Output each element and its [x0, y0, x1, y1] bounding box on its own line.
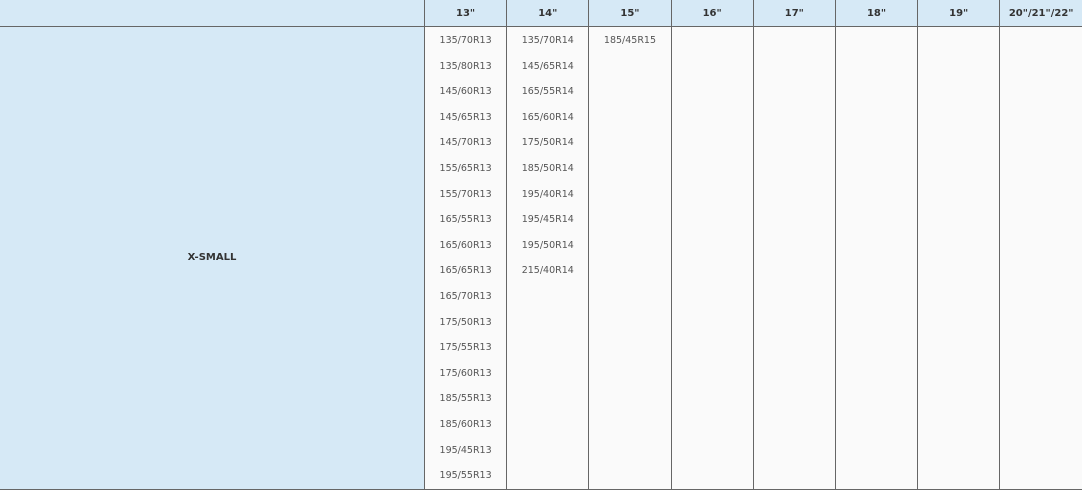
tire-size: 195/50R14: [521, 239, 574, 251]
tire-size: 185/45R15: [603, 35, 657, 46]
tire-size: 165/55R14: [521, 86, 574, 98]
tire-size: 175/50R14: [521, 137, 574, 149]
tire-size: 135/70R14: [521, 35, 574, 46]
tire-size: 175/55R13: [439, 342, 492, 354]
tire-size: 135/70R13: [439, 35, 492, 46]
tire-size: 145/70R13: [439, 137, 492, 149]
column-header: 17": [752, 0, 836, 27]
tire-size: 165/65R13: [439, 265, 492, 277]
column-header: 15": [588, 0, 672, 27]
tire-size: 165/60R13: [439, 239, 492, 251]
tire-size: 165/55R13: [439, 214, 492, 226]
column-header: 18": [834, 0, 918, 27]
size-column-cell: 135/70R14 145/65R14 165/55R14 165/60R14 175/…: [506, 26, 589, 490]
tire-size: 175/50R13: [439, 316, 492, 328]
tire-size: 135/80R13: [439, 60, 492, 72]
tire-size: 145/65R14: [521, 60, 574, 72]
column-header: [0, 0, 425, 27]
size-column-cell: [999, 26, 1082, 490]
column-header: 14": [506, 0, 589, 27]
size-column-cell: [834, 26, 918, 490]
tire-size: 185/50R14: [521, 162, 574, 174]
tire-size: 175/60R13: [439, 367, 492, 379]
tire-size: 195/45R14: [521, 214, 574, 226]
tire-size: 165/60R14: [521, 111, 574, 123]
tire-size: 195/45R13: [439, 444, 492, 456]
tire-size: 185/55R13: [439, 393, 492, 405]
tire-size: 155/65R13: [439, 162, 492, 174]
tire-size: 145/65R13: [439, 111, 492, 123]
column-header: 20"/21"/22": [999, 0, 1082, 27]
tire-size: 155/70R13: [439, 188, 492, 200]
tire-size: 195/55R13: [439, 470, 492, 482]
tire-size: 215/40R14: [521, 265, 574, 277]
column-header: 13": [423, 0, 507, 27]
tire-size: 145/60R13: [439, 86, 492, 98]
size-column-cell: 135/70R13 135/80R13 145/60R13 145/65R13 145/…: [423, 26, 507, 490]
tire-size: 185/60R13: [439, 418, 492, 430]
size-column-cell: 185/45R15: [588, 26, 672, 490]
size-column-cell: [752, 26, 836, 490]
column-header: 16": [670, 0, 754, 27]
size-column-cell: [917, 26, 1000, 490]
tire-size: 195/40R14: [521, 188, 574, 200]
category-cell: X-SMALL: [0, 26, 425, 490]
size-column-cell: [670, 26, 754, 490]
tire-size: 165/70R13: [439, 290, 492, 302]
column-header: 19": [917, 0, 1000, 27]
header-row: 13" 14" 15" 16" 17" 18" 19" 20"/21"/22": [0, 0, 1082, 27]
table-row: X-SMALL 135/70R13 135/80R13 145/60R13 145/6…: [0, 26, 1082, 490]
